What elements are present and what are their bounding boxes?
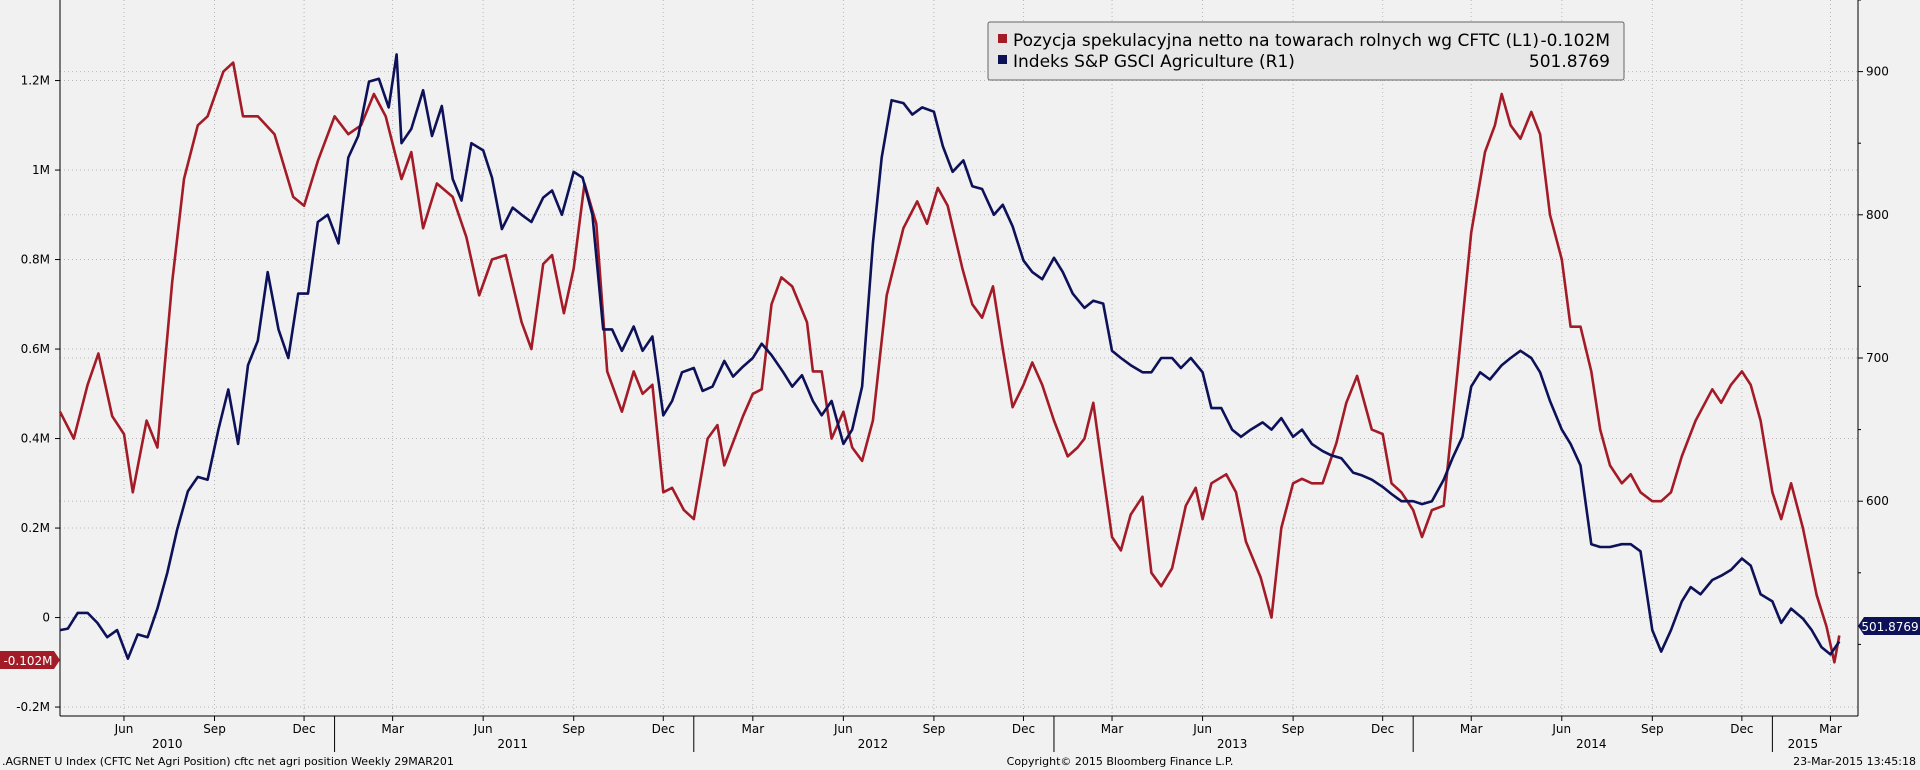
legend-swatch-cftc — [998, 34, 1007, 43]
year-label: 2011 — [497, 737, 528, 751]
legend-value-cftc: -0.102M — [1541, 31, 1610, 51]
series-line-gsci — [59, 53, 1841, 661]
year-label: 2013 — [1217, 737, 1248, 751]
footer-copyright: Copyright© 2015 Bloomberg Finance L.P. — [1007, 755, 1234, 768]
left-tick-label: 0.4M — [21, 432, 50, 446]
right-tick-label: 900 — [1866, 65, 1889, 79]
x-tick-label: Mar — [381, 722, 404, 736]
series-line-cftc — [58, 61, 1841, 664]
x-tick-label: Sep — [1282, 722, 1305, 736]
legend-label-cftc: Pozycja spekulacyjna netto na towarach r… — [1013, 31, 1539, 51]
year-label: 2012 — [858, 737, 889, 751]
x-tick-label: Sep — [203, 722, 226, 736]
right-tick-label: 700 — [1866, 351, 1889, 365]
x-tick-label: Jun — [833, 722, 853, 736]
footer-timestamp: 23-Mar-2015 13:45:18 — [1793, 755, 1916, 768]
last-value-cftc: -0.102M — [3, 654, 52, 668]
x-tick-label: Sep — [1641, 722, 1664, 736]
last-value-gsci: 501.8769 — [1861, 620, 1918, 634]
year-label: 2014 — [1576, 737, 1607, 751]
left-tick-label: 0.6M — [21, 342, 50, 356]
right-tick-label: 600 — [1866, 494, 1889, 508]
legend-label-gsci: Indeks S&P GSCI Agriculture (R1) — [1013, 52, 1295, 72]
x-tick-label: Dec — [292, 722, 315, 736]
last-value-tag-cftc: -0.102M — [0, 651, 60, 669]
right-y-axis: 600 700 800 900 — [1858, 0, 1889, 645]
footer-ticker: .AGRNET U Index (CFTC Net Agri Position)… — [2, 755, 454, 768]
series-lines — [58, 53, 1841, 664]
left-tick-label: 1.2M — [21, 74, 50, 88]
x-tick-label: Mar — [742, 722, 765, 736]
x-tick-label: Mar — [1101, 722, 1124, 736]
x-tick-label: Jun — [1192, 722, 1212, 736]
legend-box — [987, 21, 1625, 81]
x-tick-label: Dec — [652, 722, 675, 736]
legend: Pozycja spekulacyjna netto na towarach r… — [987, 21, 1625, 81]
gridlines — [60, 0, 1858, 716]
x-axis-ticks: Jun Sep Dec Mar Jun Sep Dec Mar Jun Sep Dec Mar Jun S… — [114, 716, 1842, 752]
right-tick-label: 800 — [1866, 208, 1889, 222]
left-tick-label: 1M — [32, 163, 50, 177]
x-tick-label: Jun — [1551, 722, 1571, 736]
x-tick-label: Jun — [473, 722, 493, 736]
left-tick-label: -0.2M — [16, 700, 50, 714]
x-tick-label: Dec — [1730, 722, 1753, 736]
x-tick-label: Mar — [1460, 722, 1483, 736]
x-tick-label: Jun — [114, 722, 134, 736]
left-tick-label: 0.8M — [21, 253, 50, 267]
year-label: 2010 — [152, 737, 183, 751]
legend-swatch-gsci — [998, 55, 1007, 64]
last-value-tag-gsci: 501.8769 — [1858, 617, 1920, 635]
x-tick-label: Dec — [1012, 722, 1035, 736]
left-y-axis: -0.2M 0 0.2M 0.4M 0.6M 0.8M 1M 1.2M — [16, 74, 60, 714]
left-tick-label: 0 — [42, 611, 50, 625]
x-tick-label: Mar — [1819, 722, 1842, 736]
x-tick-label: Sep — [562, 722, 585, 736]
x-tick-label: Sep — [923, 722, 946, 736]
legend-value-gsci: 501.8769 — [1529, 52, 1610, 72]
x-tick-label: Dec — [1371, 722, 1394, 736]
left-tick-label: 0.2M — [21, 521, 50, 535]
year-label: 2015 — [1788, 737, 1819, 751]
